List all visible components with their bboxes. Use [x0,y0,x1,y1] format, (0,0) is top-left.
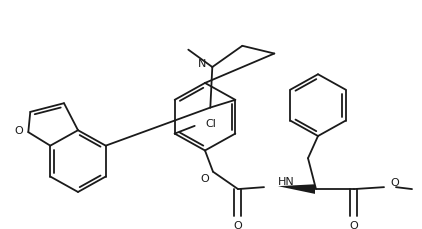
Text: O: O [349,220,358,229]
Text: O: O [14,126,23,136]
Text: O: O [390,177,399,188]
Text: N: N [198,59,206,69]
Text: Cl: Cl [206,118,216,128]
Text: O: O [234,220,242,229]
Text: O: O [200,173,209,183]
Text: HN: HN [278,177,295,187]
Polygon shape [278,184,315,194]
